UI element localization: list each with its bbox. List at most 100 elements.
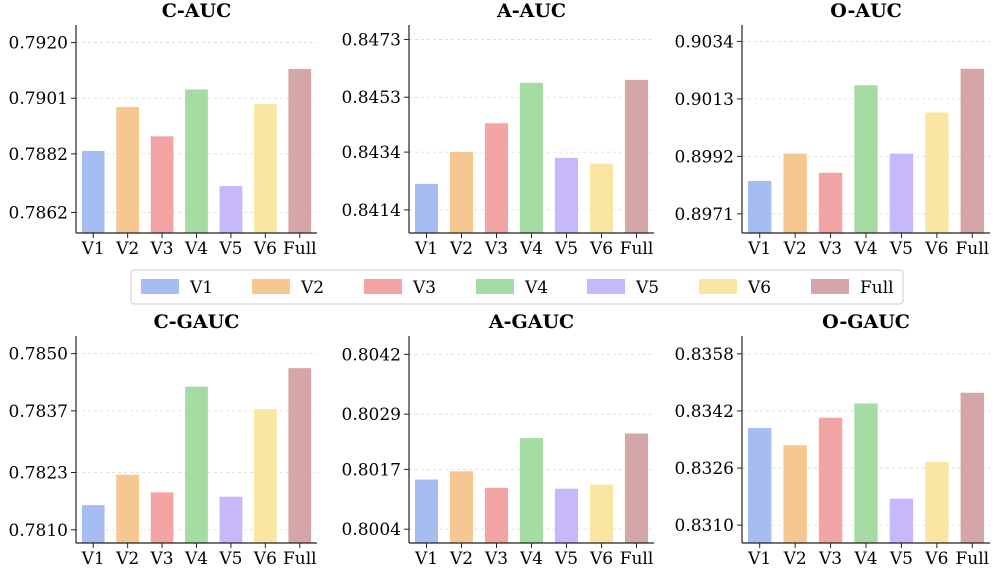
- x-tick-label: V5: [218, 549, 242, 569]
- x-tick-label: V1: [81, 549, 105, 569]
- x-tick-label: V1: [747, 239, 771, 259]
- x-tick-label: V4: [519, 239, 543, 259]
- y-tick-label: 0.8453: [342, 88, 401, 108]
- y-tick-label: 0.7920: [9, 34, 68, 54]
- x-tick-label: Full: [283, 549, 317, 569]
- y-tick-label: 0.7810: [9, 521, 68, 541]
- chart-o-gauc: 0.8310 0.8326 0.8342 0.8358 V1 V2 V3 V4 V5 V6 Full…: [675, 311, 990, 569]
- x-tick-label: V2: [449, 549, 473, 569]
- y-tick-label: 0.8992: [675, 147, 734, 167]
- legend-label: V3: [412, 278, 436, 298]
- y-tick-label: 0.8017: [342, 460, 401, 480]
- y-tick-label: 0.7837: [9, 402, 68, 422]
- legend-swatch-v5: [587, 279, 625, 294]
- bar-v2: [783, 445, 807, 543]
- bar-v1: [748, 181, 772, 233]
- bar-v1: [81, 505, 105, 543]
- chart-c-auc: 0.7862 0.7882 0.7901 0.7920 V1 V2 V3 V4 V5 V6 Full…: [9, 0, 317, 259]
- legend-label: V5: [635, 278, 659, 298]
- chart-title: O-AUC: [830, 0, 902, 22]
- x-tick-label: V1: [414, 239, 438, 259]
- bar-v5: [554, 488, 579, 543]
- bar-v4: [854, 85, 878, 233]
- bar-v6: [253, 104, 277, 233]
- x-tick-label: V1: [747, 549, 771, 569]
- x-tick-label: V5: [889, 239, 913, 259]
- x-tick-label: V4: [853, 239, 877, 259]
- legend-swatch-v1: [141, 279, 179, 294]
- legend-swatch-v4: [476, 279, 514, 294]
- charts-grid: 0.7862 0.7882 0.7901 0.7920 V1 V2 V3 V4 V5 V6 Full…: [9, 0, 990, 569]
- x-tick-label: V3: [150, 239, 174, 259]
- x-tick-label: V3: [818, 239, 842, 259]
- x-tick-label: V3: [484, 549, 508, 569]
- bar-v4: [519, 82, 544, 234]
- legend: V1 V2 V3 V4 V5 V6 Full: [130, 269, 904, 305]
- x-tick-label: V2: [115, 549, 139, 569]
- bar-v6: [925, 461, 949, 543]
- bar-full: [288, 368, 312, 543]
- x-tick-label: V2: [115, 239, 139, 259]
- y-tick-label: 0.7823: [9, 464, 68, 484]
- chart-title: O-GAUC: [822, 311, 910, 333]
- y-tick-label: 0.8326: [675, 459, 734, 479]
- x-tick-label: V5: [554, 549, 578, 569]
- x-tick-label: V1: [81, 239, 105, 259]
- y-tick-label: 0.8414: [342, 201, 401, 221]
- bar-v2: [116, 474, 140, 543]
- bar-v3: [484, 123, 509, 233]
- x-tick-label: Full: [955, 549, 989, 569]
- x-tick-label: V6: [924, 239, 948, 259]
- chart-a-gauc: 0.8004 0.8017 0.8029 0.8042 V1 V2 V3 V4 V5 V6 Full…: [342, 311, 654, 569]
- legend-label: V2: [300, 278, 324, 298]
- legend-swatch-full: [811, 279, 849, 294]
- x-tick-label: Full: [955, 239, 989, 259]
- x-tick-label: V3: [818, 549, 842, 569]
- bar-v6: [253, 409, 277, 543]
- x-tick-label: V5: [554, 239, 578, 259]
- chart-a-auc: 0.8414 0.8434 0.8453 0.8473 V1 V2 V3 V4 V5 V6 Full…: [342, 0, 654, 259]
- bar-v3: [818, 417, 843, 543]
- legend-label: V1: [189, 278, 213, 298]
- y-tick-label: 0.8434: [342, 143, 401, 163]
- x-tick-label: V6: [253, 549, 277, 569]
- bar-v4: [185, 89, 208, 233]
- x-tick-label: V4: [184, 549, 208, 569]
- y-tick-label: 0.9034: [675, 32, 734, 52]
- bar-full: [960, 68, 984, 233]
- y-tick-label: 0.7882: [9, 145, 68, 165]
- x-tick-label: V6: [589, 239, 613, 259]
- bar-v1: [414, 183, 439, 233]
- x-tick-label: V5: [218, 239, 242, 259]
- bar-v2: [116, 107, 140, 233]
- x-tick-label: V4: [184, 239, 208, 259]
- bar-v4: [185, 386, 208, 543]
- x-tick-label: V4: [519, 549, 543, 569]
- y-tick-label: 0.8358: [675, 345, 734, 365]
- x-tick-label: V6: [253, 239, 277, 259]
- y-tick-label: 0.8042: [342, 345, 401, 365]
- x-tick-label: V6: [589, 549, 613, 569]
- bar-v3: [818, 172, 843, 233]
- bar-v5: [219, 496, 243, 543]
- legend-label: V6: [747, 278, 771, 298]
- chart-o-auc: 0.8971 0.8992 0.9013 0.9034 V1 V2 V3 V4 V5 V6 Full…: [675, 0, 990, 259]
- chart-c-gauc: 0.7810 0.7823 0.7837 0.7850 V1 V2 V3 V4 V5 V6 Full…: [9, 311, 317, 569]
- x-tick-label: V3: [484, 239, 508, 259]
- bar-v1: [414, 479, 439, 543]
- chart-title: C-GAUC: [154, 311, 240, 333]
- bar-v6: [589, 484, 614, 543]
- legend-swatch-v2: [252, 279, 290, 294]
- legend-label: V4: [524, 278, 548, 298]
- bar-full: [960, 392, 984, 543]
- bar-v3: [150, 136, 174, 233]
- bar-v5: [889, 498, 914, 543]
- bar-v4: [519, 438, 544, 543]
- y-tick-label: 0.7850: [9, 345, 68, 365]
- y-tick-label: 0.9013: [675, 90, 734, 110]
- x-tick-label: V5: [889, 549, 913, 569]
- x-tick-label: V2: [449, 239, 473, 259]
- x-tick-label: Full: [620, 239, 654, 259]
- bar-v6: [589, 163, 614, 233]
